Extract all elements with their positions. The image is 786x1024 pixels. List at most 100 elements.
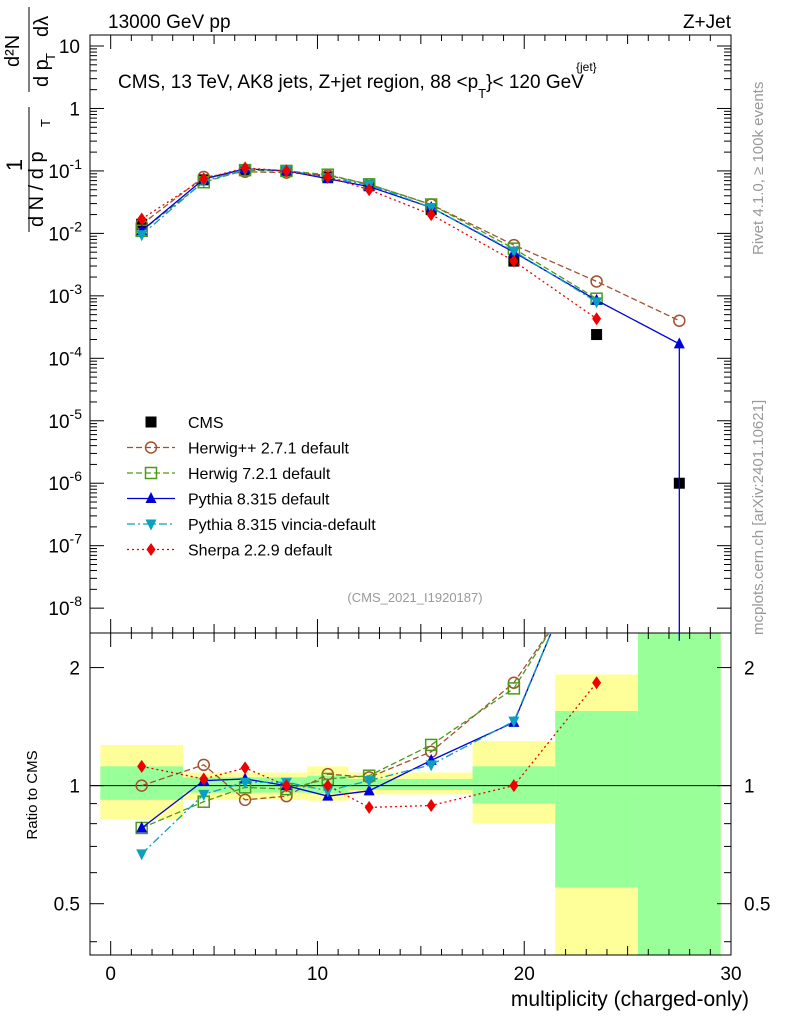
legend-item-3: Pythia 8.315 default — [127, 492, 330, 509]
ratio-y-tick-label-right: 2 — [744, 659, 755, 680]
x-tick-label: 0 — [105, 964, 116, 985]
data-point — [240, 161, 250, 175]
y-tick-exponent: -8 — [70, 593, 83, 609]
y-tick-label: 10-6 — [48, 468, 82, 495]
x-tick-label: 20 — [514, 964, 535, 985]
ratio-plot-frame — [89, 632, 732, 956]
ratio-point — [135, 779, 148, 792]
y-label-one: 1 — [2, 159, 27, 171]
ratio-point — [199, 772, 209, 786]
ratio-y-axis-label: Ratio to CMS — [24, 750, 41, 839]
data-point — [323, 170, 333, 184]
ratio-y-tick-label-right: 0.5 — [744, 895, 770, 916]
y-tick-label: 10-4 — [48, 343, 82, 370]
ratio-series-1 — [135, 633, 550, 835]
y-tick-base: 10 — [48, 412, 69, 433]
ratio-point — [363, 776, 375, 788]
data-point — [281, 164, 291, 178]
ratio-series-inner — [135, 633, 602, 861]
y-tick-label: 10-2 — [48, 218, 82, 245]
ratio-point — [363, 784, 375, 796]
ratio-point — [507, 682, 521, 695]
ratio-point — [137, 759, 147, 773]
ratio-point — [239, 777, 251, 789]
ratio-point — [426, 798, 436, 812]
legend-label: Pythia 8.315 vincia-default — [188, 517, 376, 534]
ratio-point — [364, 800, 374, 814]
ratio-point — [424, 738, 438, 752]
data-point — [199, 172, 209, 186]
y-tick-exponent: -7 — [70, 531, 83, 547]
legend-label: Pythia 8.315 default — [188, 492, 330, 509]
rivet-version-label: Rivet 4.1.0, ≥ 100k events — [750, 82, 767, 255]
legend-label: Sherpa 2.2.9 default — [188, 543, 333, 560]
legend-item-2: Herwig 7.2.1 default — [127, 466, 331, 483]
y-tick-base: 10 — [48, 599, 69, 620]
y-tick-exponent: -3 — [70, 281, 83, 297]
legend-marker — [144, 466, 158, 480]
ratio-point — [592, 676, 602, 690]
title-end: }< 120 GeV — [486, 72, 584, 93]
y-tick-base: 10 — [48, 349, 69, 370]
data-point — [591, 329, 603, 341]
ratio-y-tick-label: 1 — [69, 777, 80, 798]
ratio-point — [198, 789, 210, 801]
band-inner-5 — [555, 710, 638, 888]
analysis-watermark: (CMS_2021_I1920187) — [347, 590, 482, 605]
ratio-axis-ticks: 0 10 20 30 0.5 0.5 1 1 2 2 — [54, 633, 770, 985]
y-tick-exponent: -4 — [70, 343, 83, 359]
data-point — [590, 275, 603, 288]
y-tick-label: 10-7 — [48, 531, 82, 558]
data-point — [673, 337, 685, 349]
legend-label: Herwig 7.2.1 default — [188, 466, 331, 483]
ratio-point — [281, 779, 291, 793]
ratio-point — [136, 849, 148, 861]
y-tick-label: 1 — [69, 99, 80, 120]
uncertainty-bands — [100, 633, 721, 955]
ratio-point — [240, 761, 250, 775]
legend-label: CMS — [188, 415, 224, 432]
data-point — [137, 212, 147, 226]
y-label-dp-sub: T — [43, 53, 58, 61]
data-point — [426, 208, 436, 222]
ratio-point — [509, 779, 519, 793]
y-tick-base: 1 — [69, 99, 80, 120]
y-tick-label: 10 — [59, 37, 80, 58]
data-point — [136, 230, 148, 242]
mcplots-label: mcplots.cern.ch [arXiv:2401.10621] — [750, 400, 767, 635]
legend-marker — [146, 543, 156, 556]
data-point — [673, 314, 686, 327]
y-label-denom: d N / d p — [26, 151, 48, 227]
data-point — [591, 297, 603, 309]
y-tick-exponent: -1 — [70, 156, 83, 172]
y-tick-label: 10-3 — [48, 281, 82, 308]
data-point — [364, 183, 374, 197]
y-tick-base: 10 — [48, 537, 69, 558]
ratio-point — [197, 758, 210, 772]
series-5 — [137, 161, 602, 326]
y-tick-base: 10 — [48, 474, 69, 495]
legend-item-4: Pythia 8.315 vincia-default — [127, 517, 376, 534]
y-tick-label: 10-5 — [48, 406, 82, 433]
y-tick-exponent: -5 — [70, 406, 83, 422]
ratio-y-tick-label: 2 — [69, 659, 80, 680]
ratio-line — [141, 633, 550, 829]
plot-frames — [89, 34, 732, 956]
y-tick-base: 10 — [59, 37, 80, 58]
x-axis-label: multiplicity (charged-only) — [511, 988, 749, 1011]
y-tick-exponent: -2 — [70, 218, 83, 234]
y-tick-label: 10-8 — [48, 593, 82, 620]
title-main: CMS, 13 TeV, AK8 jets, Z+jet region, 88 … — [118, 72, 584, 101]
legend-item-1: Herwig++ 2.7.1 default — [127, 441, 350, 458]
y-tick-base: 10 — [48, 287, 69, 308]
y-tick-exponent: -6 — [70, 468, 83, 484]
legend-marker — [145, 519, 157, 531]
ratio-point — [238, 793, 252, 807]
y-tick-label: 10-1 — [48, 156, 82, 183]
ratio-y-tick-label: 0.5 — [54, 895, 80, 916]
legend-marker — [145, 492, 157, 503]
